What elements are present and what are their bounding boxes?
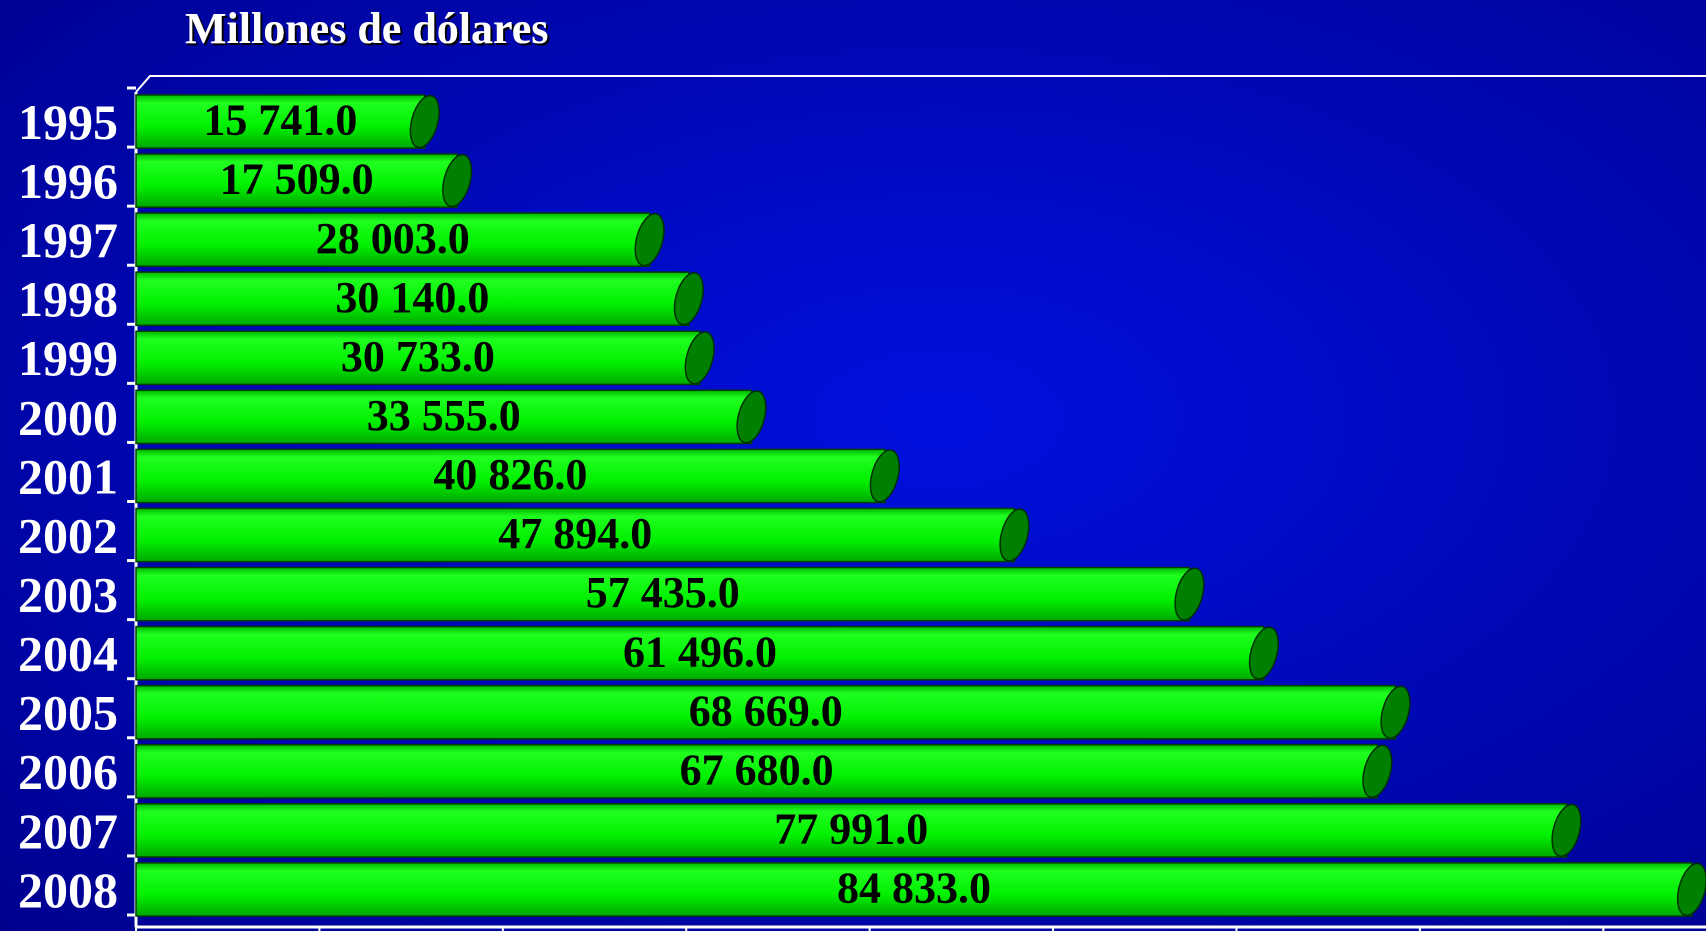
bar-end [409, 94, 440, 149]
bar-end [1380, 685, 1411, 739]
value-label: 67 680.0 [680, 745, 834, 794]
bar-end [1362, 744, 1393, 798]
y-tick-label: 2007 [18, 803, 118, 859]
value-label: 68 669.0 [689, 686, 843, 735]
y-tick-label: 2006 [18, 744, 118, 800]
y-tick-label: 2002 [18, 507, 118, 563]
y-tick-label: 1996 [18, 153, 118, 209]
bar-end [1551, 803, 1582, 858]
value-label: 15 741.0 [203, 96, 357, 145]
value-label: 77 991.0 [774, 804, 928, 853]
value-label: 57 435.0 [586, 568, 740, 617]
value-label: 61 496.0 [623, 627, 777, 676]
y-tick-label: 2005 [18, 685, 118, 741]
bar [135, 803, 1568, 858]
plot-border [135, 75, 1706, 93]
value-label: 40 826.0 [433, 450, 587, 499]
y-tick-label: 1998 [18, 271, 118, 327]
bar [135, 743, 1379, 799]
bar [135, 684, 1397, 740]
y-tick-label: 2000 [18, 389, 118, 445]
bar-end [634, 213, 665, 267]
value-label: 30 140.0 [335, 273, 489, 322]
y-tick-label: 2003 [18, 566, 118, 622]
bar-end [1248, 626, 1279, 680]
bar-end [684, 331, 715, 385]
bar [135, 94, 426, 149]
bar-end [869, 449, 900, 503]
y-tick-label: 2004 [18, 626, 118, 682]
bar [135, 507, 1016, 563]
bar [135, 330, 701, 386]
bar-end [442, 153, 473, 208]
y-tick-label: 2008 [18, 862, 118, 918]
y-tick-label: 1995 [18, 94, 118, 150]
bar-end [736, 390, 767, 444]
bar [135, 566, 1191, 622]
bar [135, 448, 886, 504]
value-label: 33 555.0 [367, 391, 521, 440]
bar-end [1174, 567, 1205, 621]
chart-title: Millones de dólares [185, 4, 548, 53]
bar [135, 212, 651, 268]
value-label: 17 509.0 [220, 155, 374, 204]
y-tick-label: 1997 [18, 212, 118, 268]
bar-end [999, 508, 1030, 562]
bar [135, 862, 1693, 917]
y-tick-label: 1999 [18, 330, 118, 386]
y-tick-label: 2001 [18, 448, 118, 504]
value-label: 30 733.0 [341, 332, 495, 381]
bar-end [673, 272, 704, 326]
value-label: 84 833.0 [837, 864, 991, 913]
value-label: 47 894.0 [498, 509, 652, 558]
value-label: 28 003.0 [316, 214, 470, 263]
bar-end [1676, 862, 1706, 917]
